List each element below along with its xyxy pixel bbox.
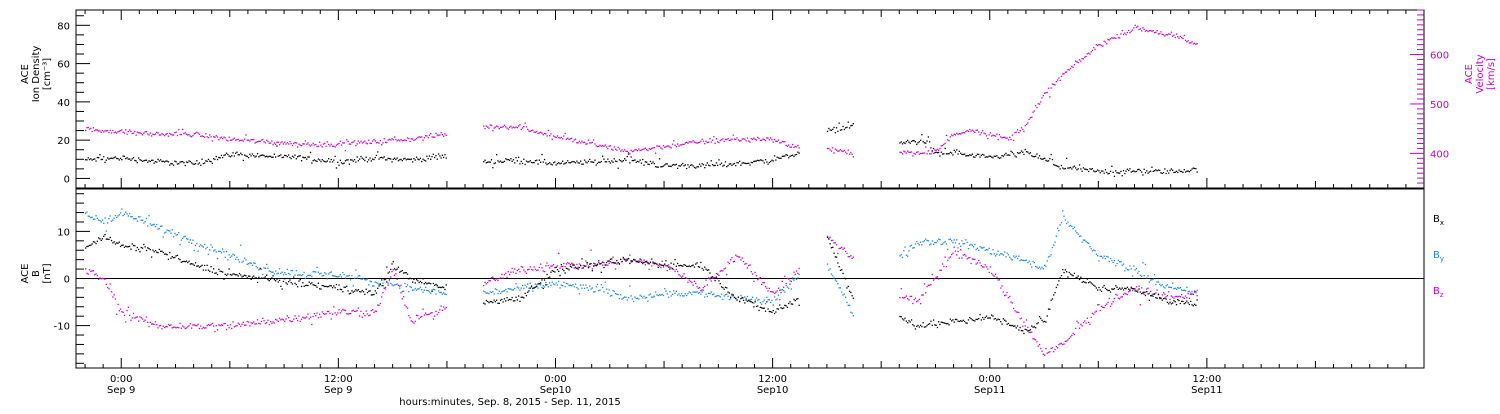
bottom-y-tick-label: -10	[54, 322, 70, 333]
x-tick-time-label: 0:00	[979, 374, 1001, 385]
x-tick-time-label: 12:00	[1192, 374, 1221, 385]
top-y2-tick-label: 500	[1430, 100, 1449, 111]
x-tick-date-label: Sep10	[757, 385, 789, 396]
top-right-minor-ticks	[1410, 9, 1424, 184]
x-tick-time-label: 0:00	[110, 374, 132, 385]
top-left-minor-ticks	[76, 15, 90, 179]
series-points-top-0	[85, 121, 1198, 177]
x-tick-time-label: 0:00	[544, 374, 566, 385]
series-points-top-1	[85, 24, 1198, 158]
x-tick-date-label: Sep11	[1191, 385, 1223, 396]
series-points-bottom-1	[85, 208, 1198, 317]
top-ylabel-line: ACE	[20, 64, 31, 84]
legend-entry-y: By	[1433, 250, 1444, 263]
top-y-tick-label: 80	[57, 21, 70, 32]
top-ylabel-line: Ion Density	[31, 46, 42, 103]
bottom-y-tick-label: 10	[57, 227, 70, 238]
bottom-ylabel-line: [nT]	[42, 263, 53, 283]
x-tick-time-label: 12:00	[758, 374, 787, 385]
top-ylabel-line: [cm⁻³]	[42, 58, 53, 90]
top-y-tick-label: 40	[57, 98, 70, 109]
top-y2-tick-label: 600	[1430, 51, 1449, 62]
top-y2label-line: ACE	[1464, 64, 1475, 84]
top-y-tick-label: 60	[57, 60, 70, 71]
bottom-ylabel-line: B	[31, 270, 42, 277]
top-panel-frame	[75, 9, 1425, 189]
legend-entry-x: Bx	[1433, 214, 1444, 227]
x-tick-date-label: Sep 9	[324, 385, 352, 396]
series-points-bottom-0	[85, 234, 1198, 335]
top-y2-tick-label: 400	[1430, 149, 1449, 160]
x-tick-time-label: 12:00	[324, 374, 353, 385]
x-axis-label: hours:minutes, Sep. 8, 2015 - Sep. 11, 2…	[399, 397, 620, 408]
bottom-ylabel-line: ACE	[20, 264, 31, 284]
top-y-tick-label: 20	[57, 136, 70, 147]
x-tick-date-label: Sep10	[540, 385, 572, 396]
x-minor-ticks	[84, 10, 1425, 368]
top-y2label-line: Velocity	[1475, 54, 1486, 93]
top-y2label-line: [km/s]	[1486, 58, 1497, 90]
x-tick-date-label: Sep 9	[107, 385, 135, 396]
top-y-tick-label: 0	[64, 174, 70, 185]
bottom-y-tick-label: 0	[64, 275, 70, 286]
legend-entry-z: Bz	[1433, 286, 1444, 299]
x-tick-date-label: Sep11	[974, 385, 1006, 396]
bottom-left-minor-ticks	[76, 193, 90, 364]
